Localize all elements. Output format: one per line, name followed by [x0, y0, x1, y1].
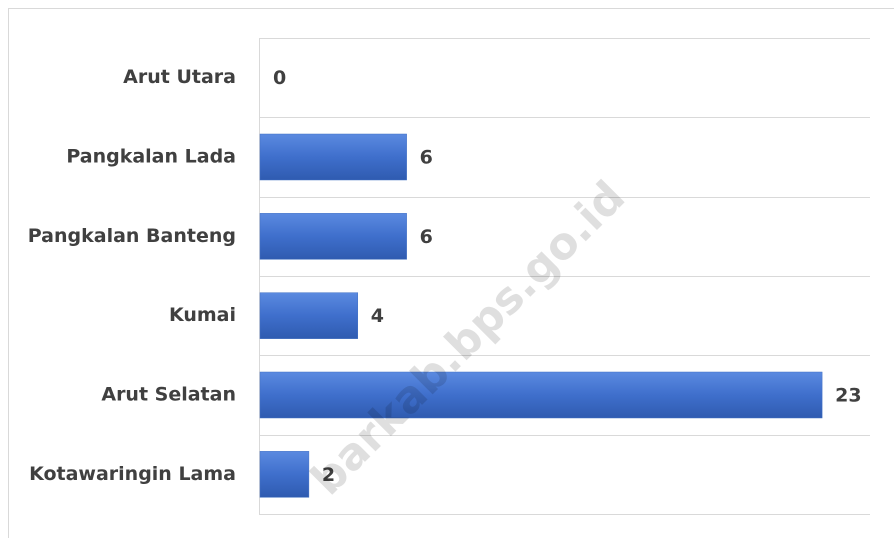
category-label: Arut Selatan	[101, 384, 236, 406]
bars: Arut Utara 0 Pangkalan Lada 6 Pangkalan Bant…	[28, 66, 862, 498]
category-label: Kotawaringin Lama	[29, 463, 236, 485]
data-label: 6	[420, 147, 433, 169]
bar	[259, 292, 359, 339]
grid	[259, 38, 870, 515]
chart-frame	[8, 8, 894, 538]
category-label: Pangkalan Banteng	[28, 225, 236, 247]
category-label: Arut Utara	[123, 66, 236, 88]
data-label: 23	[835, 385, 861, 407]
data-label: 0	[273, 67, 286, 89]
data-label: 6	[420, 226, 433, 248]
bar	[259, 451, 310, 498]
category-label: Pangkalan Lada	[66, 146, 236, 168]
bar	[259, 213, 407, 260]
data-label: 2	[322, 464, 335, 486]
category-label: Kumai	[169, 304, 236, 326]
bar	[259, 133, 407, 181]
bar	[259, 371, 823, 419]
data-label: 4	[371, 305, 384, 327]
